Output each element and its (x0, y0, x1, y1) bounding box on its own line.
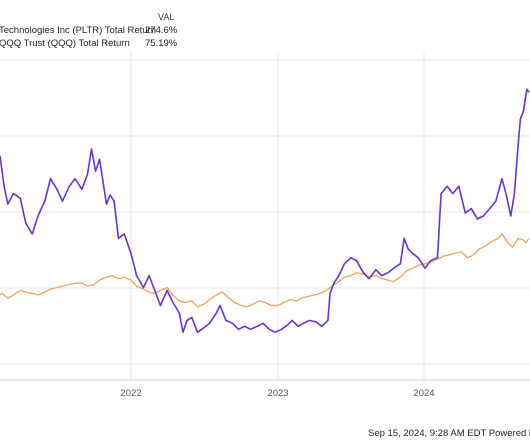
legend-entry-qqq-name: QQQ Trust (QQQ) Total Return (0, 38, 130, 49)
legend-entry-qqq-value: 75.19% (145, 38, 178, 49)
legend-entry-pltr-value: 274.6% (145, 25, 178, 36)
legend: VAL Technologies Inc (PLTR) Total Return… (0, 12, 178, 49)
x-tick-2024: 2024 (413, 388, 434, 399)
x-axis-ticks: 2022 2023 2024 (120, 388, 434, 399)
grid-lines (0, 52, 530, 381)
x-tick-2023: 2023 (267, 388, 288, 399)
x-tick-2022: 2022 (120, 388, 141, 399)
series-line-pltr (0, 88, 530, 334)
chart-footer: Sep 15, 2024, 9:28 AM EDT Powered by (368, 428, 530, 439)
legend-entry-pltr-name: Technologies Inc (PLTR) Total Return (0, 25, 156, 36)
legend-header: VAL (158, 12, 174, 22)
series-layer (0, 88, 530, 334)
series-line-qqq (0, 233, 530, 308)
